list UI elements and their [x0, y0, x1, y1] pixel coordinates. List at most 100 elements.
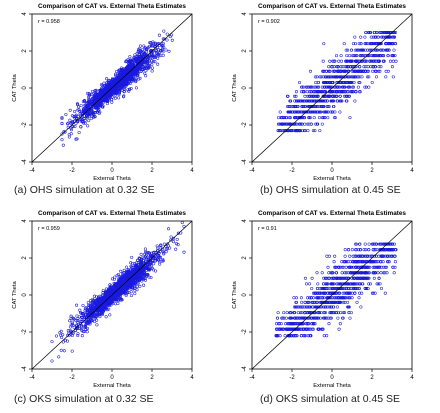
- data-point: [302, 110, 306, 114]
- data-point: [180, 221, 184, 225]
- data-point: [375, 248, 379, 252]
- data-point: [143, 276, 147, 280]
- data-point: [343, 248, 347, 252]
- data-point: [311, 129, 315, 133]
- data-point: [307, 122, 311, 126]
- data-point: [99, 88, 103, 92]
- data-point: [305, 90, 309, 94]
- data-point: [353, 42, 358, 46]
- data-points-d: [274, 242, 398, 338]
- data-point: [161, 249, 165, 253]
- data-point: [316, 80, 320, 85]
- data-point: [171, 240, 176, 244]
- data-point: [98, 101, 102, 105]
- data-point: [358, 90, 362, 94]
- data-point: [350, 248, 354, 252]
- data-point: [119, 281, 123, 285]
- data-point: [139, 262, 143, 266]
- x-tick-label: 0: [330, 168, 334, 174]
- data-point: [339, 59, 344, 63]
- data-point: [351, 75, 355, 79]
- data-point: [391, 42, 395, 46]
- data-point: [342, 85, 347, 89]
- data-point: [384, 75, 388, 79]
- data-point: [126, 285, 130, 289]
- data-point: [124, 60, 128, 64]
- data-point: [128, 268, 132, 272]
- data-point: [303, 327, 307, 331]
- data-point: [131, 58, 136, 62]
- data-point: [281, 116, 285, 120]
- data-point: [98, 315, 102, 319]
- y-tick-label: -4: [22, 366, 28, 372]
- data-point: [137, 273, 141, 277]
- data-point: [320, 99, 324, 103]
- data-point: [57, 355, 61, 359]
- chart-panel-d: Comparison of CAT vs. External Theta Est…: [220, 207, 440, 413]
- data-point: [86, 91, 90, 95]
- data-point: [379, 286, 384, 291]
- data-point: [128, 72, 132, 76]
- data-point: [358, 69, 362, 73]
- data-point: [368, 282, 372, 286]
- data-point: [133, 53, 137, 57]
- data-point: [339, 80, 343, 85]
- x-axis-label-b: External Theta: [313, 176, 351, 182]
- data-point: [75, 118, 79, 122]
- data-point: [307, 116, 311, 120]
- data-point: [309, 122, 313, 126]
- data-point: [128, 78, 132, 82]
- data-point: [172, 236, 176, 240]
- data-point: [310, 322, 314, 326]
- data-point: [50, 359, 54, 363]
- data-point: [332, 65, 336, 69]
- data-point: [109, 285, 113, 289]
- data-point: [329, 305, 333, 309]
- data-point: [126, 75, 130, 79]
- data-point: [310, 286, 314, 291]
- data-point: [326, 116, 330, 120]
- data-point: [365, 276, 370, 280]
- data-point: [384, 42, 389, 46]
- data-point: [81, 303, 85, 308]
- data-point: [338, 80, 342, 85]
- data-point: [321, 327, 325, 331]
- data-point: [276, 311, 280, 315]
- y-tick-label: 2: [22, 256, 28, 260]
- data-point: [370, 54, 374, 58]
- data-point: [363, 254, 367, 258]
- data-point: [359, 305, 363, 309]
- data-point: [344, 271, 348, 275]
- data-point: [131, 278, 135, 282]
- data-point: [147, 44, 152, 48]
- data-point: [373, 48, 377, 52]
- data-point: [88, 321, 92, 325]
- data-point: [157, 48, 161, 52]
- data-point: [89, 108, 94, 113]
- data-point: [82, 116, 86, 120]
- y-tick-label: 4: [22, 12, 28, 16]
- data-point: [157, 52, 161, 56]
- data-point: [82, 98, 87, 103]
- data-point: [91, 312, 96, 316]
- data-point: [153, 41, 157, 45]
- data-point: [76, 320, 80, 324]
- data-point: [351, 276, 355, 280]
- data-point: [140, 61, 144, 65]
- data-point: [97, 98, 101, 102]
- data-point: [287, 104, 291, 109]
- data-point: [387, 260, 391, 264]
- data-point: [114, 91, 118, 95]
- data-point: [325, 104, 329, 109]
- data-point: [294, 94, 298, 98]
- data-point: [360, 276, 364, 280]
- data-point: [341, 291, 345, 295]
- data-point: [374, 42, 378, 46]
- data-point: [84, 113, 89, 117]
- data-point: [108, 283, 112, 287]
- data-point: [160, 48, 164, 52]
- data-point: [125, 79, 129, 83]
- data-point: [331, 80, 335, 85]
- data-point: [346, 48, 350, 52]
- data-point: [360, 75, 364, 79]
